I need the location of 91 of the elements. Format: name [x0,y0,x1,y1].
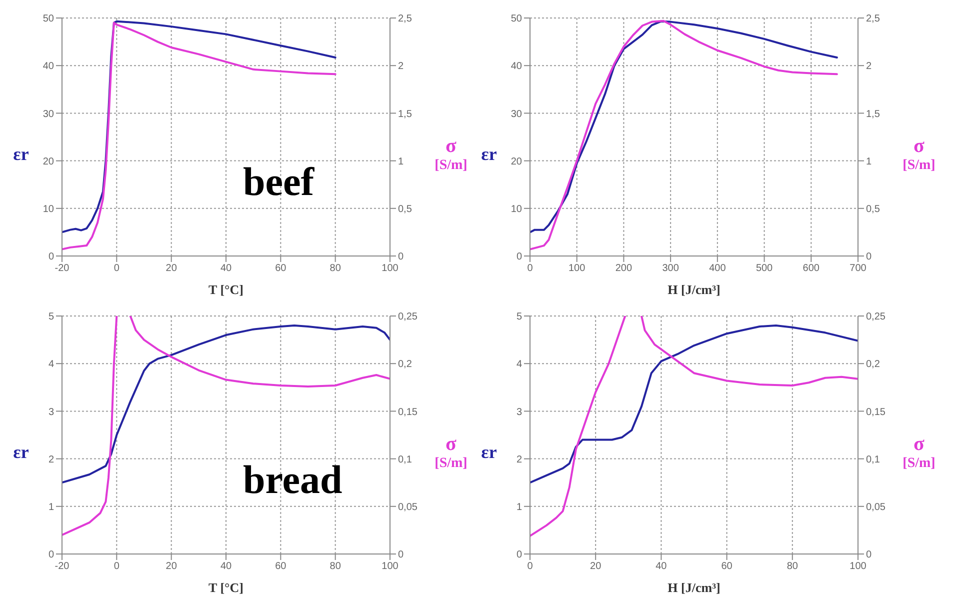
x-tick-label: 700 [850,263,867,274]
y-tick-label: 2 [516,454,522,466]
annotation: bread [243,456,342,503]
y2-tick-label: 0 [866,550,872,561]
x-tick-label: 0 [527,263,534,274]
y-tick-label: 5 [48,312,54,323]
y2-axis-title: σ [S/m] [434,432,468,472]
y-tick-label: 4 [48,359,54,370]
y-tick-label: 50 [510,14,522,25]
y2-tick-label: 2,5 [866,14,880,25]
y-tick-label: 10 [42,204,54,215]
y-axis-title: εr [480,442,498,462]
x-tick-label: 40 [656,561,668,572]
y2-tick-label: 2 [866,61,872,72]
y-tick-label: 4 [516,359,522,370]
x-tick-label: 40 [220,561,232,572]
x-tick-label: 60 [721,561,733,572]
y-tick-label: 0 [48,550,54,561]
x-tick-label: 100 [850,561,867,572]
x-tick-label: 20 [166,263,178,274]
x-tick-label: -20 [54,263,70,274]
y-tick-label: 30 [42,108,54,120]
y-tick-label: 10 [510,204,522,215]
y2-tick-label: 0,05 [398,502,418,513]
x-axis-title: T [°C] [208,282,244,297]
y2-tick-label: 2 [398,61,404,72]
y-axis-title: εr [12,144,30,164]
y2-axis-title: σ [S/m] [902,432,936,472]
y-tick-label: 20 [42,156,54,168]
y2-tick-label: 1,5 [398,108,412,120]
line-series [530,324,858,484]
x-tick-label: 80 [330,561,342,572]
y2-tick-label: 0,1 [866,454,880,466]
y2-tick-label: 0 [398,550,404,561]
x-tick-label: 200 [615,263,632,274]
y-axis-title: εr [12,442,30,462]
x-tick-label: 500 [756,263,774,274]
x-tick-label: 0 [527,561,534,572]
x-tick-label: 20 [590,561,602,572]
y2-tick-label: 0,15 [398,406,418,418]
y-tick-label: 5 [516,312,522,323]
x-tick-label: -20 [54,561,70,572]
y-tick-label: 50 [42,14,54,25]
x-axis-title: H [J/cm³] [668,282,720,297]
x-tick-label: 300 [662,263,680,274]
y2-tick-label: 0,25 [398,312,418,323]
y-tick-label: 1 [48,502,54,513]
y2-tick-label: 0,2 [398,359,412,370]
x-axis-title: H [J/cm³] [668,580,720,595]
y-tick-label: 30 [510,108,522,120]
y2-axis-title: σ [S/m] [434,134,468,174]
y2-tick-label: 0 [398,252,404,263]
x-tick-label: 20 [166,561,178,572]
x-tick-label: 100 [382,561,399,572]
y2-tick-label: 0,2 [866,359,880,370]
x-tick-label: 100 [568,263,586,274]
y2-tick-label: 1 [866,156,872,168]
y-tick-label: 0 [516,550,522,561]
x-tick-label: 60 [275,263,287,274]
y-tick-label: 3 [48,406,54,418]
y-tick-label: 3 [516,406,522,418]
y2-tick-label: 0,15 [866,406,886,418]
y-tick-label: 0 [48,252,54,263]
x-tick-label: 80 [786,561,798,572]
y-tick-label: 2 [48,454,54,466]
x-tick-label: 600 [802,263,820,274]
y2-tick-label: 0,5 [398,204,412,215]
y2-tick-label: 0,05 [866,502,886,513]
y2-tick-label: 0 [866,252,872,263]
y2-tick-label: 0,1 [398,454,412,466]
x-tick-label: 60 [275,561,287,572]
y-tick-label: 40 [510,61,522,72]
x-tick-label: 40 [220,263,232,274]
x-tick-label: 0 [114,561,120,572]
y-axis-title: εr [480,144,498,164]
x-tick-label: 80 [330,263,342,274]
y-tick-label: 1 [516,502,522,513]
y2-tick-label: 0,25 [866,312,886,323]
y2-tick-label: 1 [398,156,404,168]
y2-tick-label: 0,5 [866,204,880,215]
x-tick-label: 0 [114,263,120,274]
y-tick-label: 20 [510,156,522,168]
annotation: beef [243,158,314,205]
y2-tick-label: 2,5 [398,14,412,25]
y-tick-label: 0 [516,252,522,263]
y-tick-label: 40 [42,61,54,72]
y2-tick-label: 1,5 [866,108,880,120]
y2-axis-title: σ [S/m] [902,134,936,174]
x-axis-title: T [°C] [208,580,244,595]
x-tick-label: 100 [382,263,399,274]
x-tick-label: 400 [709,263,726,274]
